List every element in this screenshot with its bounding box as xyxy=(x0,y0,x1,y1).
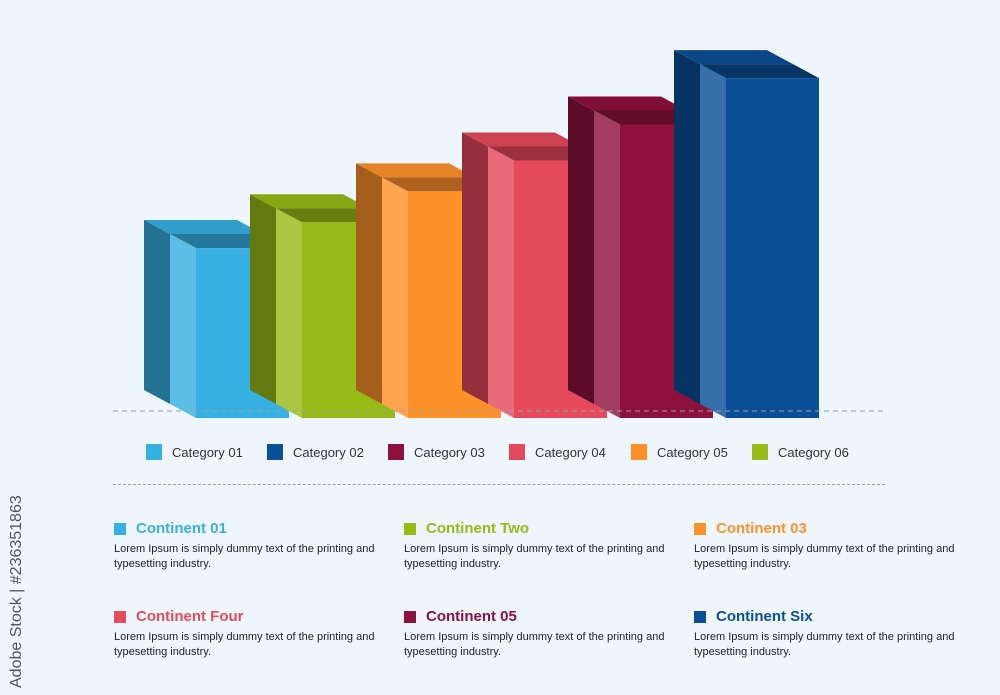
bar-top-back-category-01 xyxy=(144,220,263,235)
info-card-continent-four: Continent Four Lorem Ipsum is simply dum… xyxy=(114,608,384,660)
card-text: Lorem Ipsum is simply dummy text of the … xyxy=(404,631,665,658)
info-card-continent-05: Continent 05 Lorem Ipsum is simply dummy… xyxy=(404,608,674,660)
bar-side-category-06 xyxy=(276,208,302,418)
card-swatch xyxy=(404,522,416,535)
bar-chart xyxy=(113,50,885,418)
bar-side-category-02 xyxy=(700,64,726,418)
card-title: Continent 01 xyxy=(136,520,227,537)
legend-swatch xyxy=(267,444,283,460)
card-title: Continent Two xyxy=(426,520,530,537)
info-card-continent-01: Continent 01 Lorem Ipsum is simply dummy… xyxy=(114,520,384,572)
legend-label: Category 02 xyxy=(293,444,364,460)
section-divider xyxy=(113,484,885,485)
bar-side-back-category-04 xyxy=(462,132,488,404)
bar-top-category-02 xyxy=(700,64,819,79)
legend-swatch xyxy=(752,444,768,460)
bar-side-back-category-06 xyxy=(250,194,276,404)
bar-top-back-category-02 xyxy=(674,50,793,65)
legend-swatch xyxy=(631,444,647,460)
bar-top-back-category-06 xyxy=(250,194,369,209)
bar-side-back-category-02 xyxy=(674,50,700,404)
bar-top-back-category-04 xyxy=(462,132,581,147)
bar-category-02 xyxy=(726,78,819,418)
legend-swatch xyxy=(509,444,525,460)
legend-label: Category 06 xyxy=(778,444,849,460)
card-swatch xyxy=(694,522,706,535)
card-swatch xyxy=(404,610,416,623)
info-card-continent-six: Continent Six Lorem Ipsum is simply dumm… xyxy=(694,608,964,660)
legend-item-category-04: Category 04 xyxy=(509,444,606,460)
legend-swatch xyxy=(146,444,162,460)
card-swatch xyxy=(114,522,126,535)
legend-item-category-06: Category 06 xyxy=(752,444,849,460)
card-text: Lorem Ipsum is simply dummy text of the … xyxy=(694,631,955,658)
legend-item-category-02: Category 02 xyxy=(267,444,364,460)
card-title: Continent Six xyxy=(716,608,813,625)
legend-item-category-01: Category 01 xyxy=(146,444,243,460)
info-card-continent-two: Continent Two Lorem Ipsum is simply dumm… xyxy=(404,520,674,572)
card-text: Lorem Ipsum is simply dummy text of the … xyxy=(114,631,375,658)
bar-side-back-category-05 xyxy=(356,163,382,404)
legend-item-category-03: Category 03 xyxy=(388,444,485,460)
bar-side-category-04 xyxy=(488,146,514,418)
bar-side-category-03 xyxy=(594,110,620,418)
card-title: Continent 05 xyxy=(426,608,517,625)
card-title: Continent 03 xyxy=(716,520,807,537)
info-card-continent-03: Continent 03 Lorem Ipsum is simply dummy… xyxy=(694,520,964,572)
bar-top-back-category-03 xyxy=(568,96,687,111)
bar-side-back-category-03 xyxy=(568,96,594,404)
legend-label: Category 04 xyxy=(535,444,606,460)
legend-label: Category 03 xyxy=(414,444,485,460)
bar-side-category-01 xyxy=(170,234,196,418)
card-text: Lorem Ipsum is simply dummy text of the … xyxy=(404,543,665,570)
bars-group xyxy=(144,50,819,418)
legend-item-category-05: Category 05 xyxy=(631,444,728,460)
card-text: Lorem Ipsum is simply dummy text of the … xyxy=(114,543,375,570)
card-text: Lorem Ipsum is simply dummy text of the … xyxy=(694,543,955,570)
bar-top-back-category-05 xyxy=(356,163,475,178)
legend-label: Category 01 xyxy=(172,444,243,460)
bar-side-category-05 xyxy=(382,177,408,418)
bar-side-back-category-01 xyxy=(144,220,170,404)
card-title: Continent Four xyxy=(136,608,244,625)
side-credit: Adobe Stock | #236351863 xyxy=(8,460,28,690)
legend-swatch xyxy=(388,444,404,460)
legend-label: Category 05 xyxy=(657,444,728,460)
chart-legend: Category 01 Category 02 Category 03 Cate… xyxy=(146,444,906,464)
card-swatch xyxy=(114,610,126,623)
card-swatch xyxy=(694,610,706,623)
side-credit-text: Adobe Stock | #236351863 xyxy=(8,495,25,688)
